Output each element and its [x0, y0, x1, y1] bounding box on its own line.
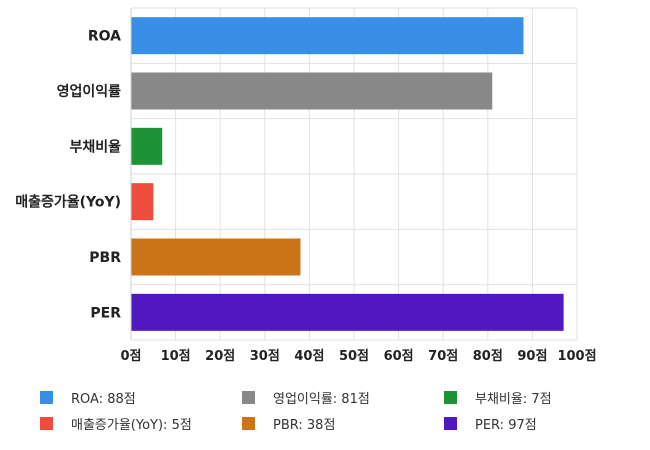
legend-swatch	[444, 416, 457, 430]
chart-legend: ROA: 88점 영업이익률: 81점 부채비율: 7점 매출증가율(YoY):…	[40, 388, 640, 433]
grid-layer	[130, 7, 578, 341]
y-category-label: PBR	[89, 250, 121, 266]
bar[interactable]	[131, 293, 564, 331]
x-tick-label: 50점	[339, 349, 369, 364]
x-tick-label: 90점	[517, 349, 547, 364]
legend-item[interactable]: PBR: 38점	[242, 414, 444, 433]
x-tick-label: 30점	[250, 349, 280, 364]
legend-label: 부채비율: 7점	[475, 391, 552, 407]
axis-layer: 0점 10점 20점 30점 40점 50점 60점 70점 80점 90점 100점 ROA 영업이익…	[15, 8, 597, 364]
y-category-label: ROA	[88, 29, 121, 45]
bar[interactable]	[131, 17, 524, 55]
bar[interactable]	[131, 183, 154, 221]
x-tick-label: 100점	[557, 349, 596, 364]
legend-item[interactable]: 매출증가율(YoY): 5점	[40, 414, 242, 433]
bar[interactable]	[131, 72, 493, 110]
legend-swatch	[40, 390, 53, 404]
y-category-label: 영업이익률	[57, 83, 122, 100]
legend-item[interactable]: 영업이익률: 81점	[242, 388, 444, 407]
legend-label: PBR: 38점	[273, 417, 336, 433]
legend-item[interactable]: 부채비율: 7점	[444, 388, 640, 407]
legend-label: PER: 97점	[475, 417, 537, 433]
x-tick-label: 20점	[205, 349, 235, 364]
bar-chart: 0점 10점 20점 30점 40점 50점 60점 70점 80점 90점 100점 ROA 영업이익…	[15, 7, 597, 364]
x-tick-label: 0점	[120, 349, 141, 364]
x-tick-label: 60점	[384, 349, 414, 364]
legend-label: 영업이익률: 81점	[273, 391, 370, 407]
bar[interactable]	[131, 238, 301, 276]
legend-swatch	[242, 416, 255, 430]
legend-label: 매출증가율(YoY): 5점	[71, 417, 192, 433]
x-tick-label: 70점	[428, 349, 458, 364]
y-category-label: PER	[90, 305, 121, 321]
legend-label: ROA: 88점	[71, 391, 136, 407]
y-category-label: 매출증가율(YoY)	[15, 194, 121, 211]
legend-swatch	[444, 390, 457, 404]
legend-swatch	[40, 416, 53, 430]
x-tick-label: 80점	[473, 349, 503, 364]
legend-item[interactable]: PER: 97점	[444, 414, 640, 433]
x-tick-label: 10점	[161, 349, 191, 364]
bar-layer	[131, 17, 564, 331]
legend-swatch	[242, 390, 255, 404]
x-tick-label: 40점	[294, 349, 324, 364]
bar[interactable]	[131, 127, 163, 165]
legend-item[interactable]: ROA: 88점	[40, 388, 242, 407]
y-category-label: 부채비율	[69, 138, 121, 155]
